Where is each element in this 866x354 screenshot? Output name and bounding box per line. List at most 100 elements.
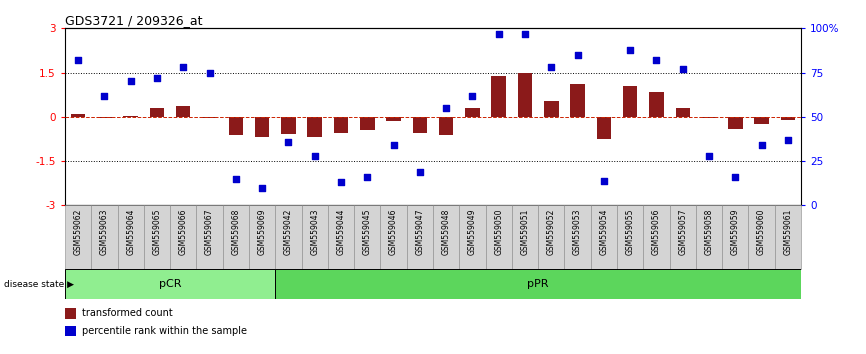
FancyBboxPatch shape <box>170 205 197 269</box>
Point <box>518 31 532 36</box>
Bar <box>754 117 769 124</box>
FancyBboxPatch shape <box>301 205 328 269</box>
FancyBboxPatch shape <box>407 205 433 269</box>
Text: GSM559068: GSM559068 <box>231 209 241 255</box>
FancyBboxPatch shape <box>65 269 275 299</box>
FancyBboxPatch shape <box>459 205 486 269</box>
Point <box>307 153 321 159</box>
FancyBboxPatch shape <box>223 205 249 269</box>
Point <box>650 57 663 63</box>
Text: GSM559056: GSM559056 <box>652 209 661 255</box>
Bar <box>71 114 86 117</box>
Point <box>203 70 216 75</box>
Text: GSM559044: GSM559044 <box>337 209 346 255</box>
Bar <box>176 107 191 117</box>
Text: GSM559042: GSM559042 <box>284 209 293 255</box>
Bar <box>333 117 348 133</box>
FancyBboxPatch shape <box>643 205 669 269</box>
Text: GSM559053: GSM559053 <box>573 209 582 255</box>
Text: GSM559066: GSM559066 <box>178 209 188 255</box>
Text: GSM559045: GSM559045 <box>363 209 372 255</box>
FancyBboxPatch shape <box>617 205 643 269</box>
Bar <box>65 326 76 336</box>
FancyBboxPatch shape <box>433 205 459 269</box>
Text: GSM559050: GSM559050 <box>494 209 503 255</box>
FancyBboxPatch shape <box>696 205 722 269</box>
Point <box>545 64 559 70</box>
Text: GSM559063: GSM559063 <box>100 209 109 255</box>
Point <box>466 93 480 98</box>
FancyBboxPatch shape <box>91 205 118 269</box>
Text: GSM559058: GSM559058 <box>705 209 714 255</box>
Point <box>597 178 611 183</box>
FancyBboxPatch shape <box>775 205 801 269</box>
Point <box>781 137 795 143</box>
Text: GSM559064: GSM559064 <box>126 209 135 255</box>
Text: GSM559048: GSM559048 <box>442 209 450 255</box>
Text: GSM559051: GSM559051 <box>520 209 529 255</box>
Text: pCR: pCR <box>158 279 181 289</box>
Point <box>229 176 242 182</box>
Bar <box>150 108 165 117</box>
Point <box>413 169 427 175</box>
Point <box>439 105 453 111</box>
Bar <box>439 117 454 135</box>
FancyBboxPatch shape <box>512 205 538 269</box>
Point <box>360 174 374 180</box>
Text: GSM559046: GSM559046 <box>389 209 398 255</box>
Bar <box>623 86 637 117</box>
Text: GDS3721 / 209326_at: GDS3721 / 209326_at <box>65 14 203 27</box>
Bar <box>492 75 506 117</box>
Bar <box>544 101 559 117</box>
Text: GSM559052: GSM559052 <box>546 209 556 255</box>
Bar <box>360 117 374 130</box>
FancyBboxPatch shape <box>144 205 170 269</box>
Point <box>98 93 112 98</box>
Point <box>281 139 295 144</box>
Bar <box>229 117 243 135</box>
Text: GSM559047: GSM559047 <box>416 209 424 255</box>
Text: GSM559043: GSM559043 <box>310 209 320 255</box>
FancyBboxPatch shape <box>197 205 223 269</box>
Bar <box>203 117 216 118</box>
FancyBboxPatch shape <box>118 205 144 269</box>
FancyBboxPatch shape <box>249 205 275 269</box>
FancyBboxPatch shape <box>380 205 407 269</box>
Point <box>255 185 269 190</box>
Bar <box>597 117 611 139</box>
Bar <box>307 117 322 137</box>
FancyBboxPatch shape <box>538 205 565 269</box>
Point <box>124 79 138 84</box>
Text: percentile rank within the sample: percentile rank within the sample <box>82 326 248 336</box>
Text: GSM559069: GSM559069 <box>257 209 267 255</box>
Point <box>624 47 637 52</box>
FancyBboxPatch shape <box>354 205 380 269</box>
FancyBboxPatch shape <box>565 205 591 269</box>
Point <box>571 52 585 58</box>
Bar <box>675 108 690 117</box>
Bar <box>571 84 585 117</box>
Point <box>702 153 716 159</box>
Bar <box>701 117 716 118</box>
Point <box>71 57 85 63</box>
Text: GSM559059: GSM559059 <box>731 209 740 255</box>
Bar <box>650 92 663 117</box>
Text: GSM559049: GSM559049 <box>468 209 477 255</box>
Bar <box>412 117 427 133</box>
Text: GSM559054: GSM559054 <box>599 209 609 255</box>
Bar <box>465 108 480 117</box>
Bar <box>281 117 295 134</box>
Bar <box>518 73 533 117</box>
FancyBboxPatch shape <box>486 205 512 269</box>
FancyBboxPatch shape <box>591 205 617 269</box>
FancyBboxPatch shape <box>275 269 801 299</box>
Bar <box>124 116 138 117</box>
FancyBboxPatch shape <box>328 205 354 269</box>
Text: GSM559062: GSM559062 <box>74 209 82 255</box>
Point <box>492 31 506 36</box>
Point <box>386 142 400 148</box>
Text: transformed count: transformed count <box>82 308 173 318</box>
Bar <box>728 117 742 129</box>
FancyBboxPatch shape <box>722 205 748 269</box>
Point <box>177 64 191 70</box>
